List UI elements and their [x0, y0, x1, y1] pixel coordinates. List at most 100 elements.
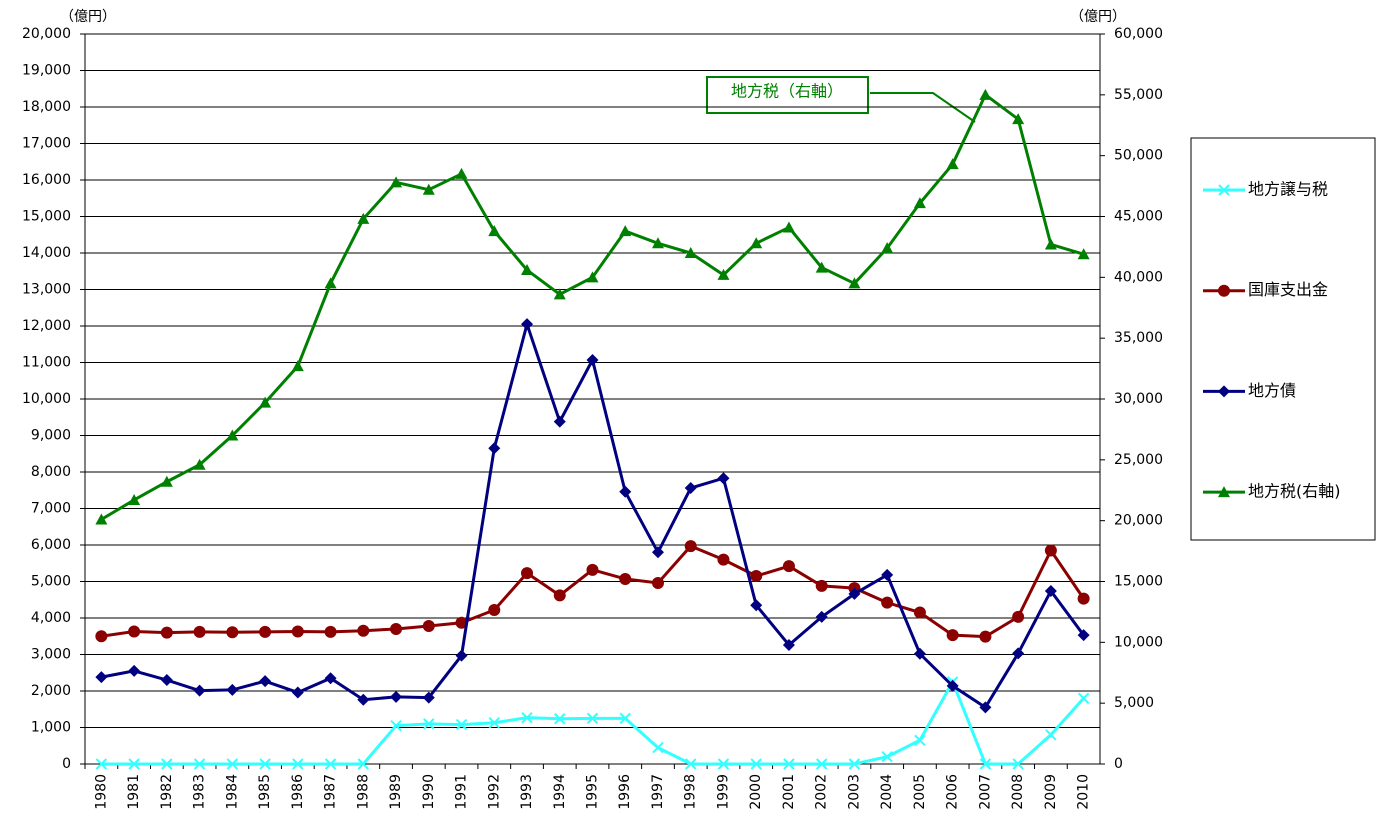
data-point — [1077, 692, 1090, 705]
data-point — [193, 625, 206, 638]
y-tick-label: 17,000 — [22, 136, 71, 152]
data-point — [291, 360, 304, 372]
data-point — [357, 693, 370, 706]
data-point — [782, 639, 795, 652]
data-point — [423, 718, 435, 730]
data-point — [619, 572, 632, 585]
x-tick-label: 1985 — [257, 774, 273, 810]
data-point — [357, 758, 370, 770]
x-tick-label: 2000 — [748, 774, 764, 810]
data-point — [324, 625, 337, 638]
x-tick-label: 1995 — [585, 774, 601, 810]
data-point — [390, 690, 403, 703]
data-point — [848, 758, 861, 770]
x-tick-label: 1980 — [93, 774, 109, 810]
legend-label: 地方税(右軸) — [1248, 482, 1341, 501]
y-tick-label: 8,000 — [31, 464, 71, 480]
data-point — [881, 750, 893, 763]
data-point — [193, 458, 206, 470]
data-point — [750, 570, 763, 583]
x-tick-label: 2007 — [977, 774, 993, 810]
data-point — [259, 625, 272, 638]
data-point — [815, 261, 828, 273]
y2-tick-label: 5,000 — [1114, 695, 1154, 711]
data-point — [553, 415, 566, 428]
y-tick-label: 16,000 — [22, 172, 71, 188]
data-point — [259, 758, 271, 770]
y-tick-label: 1,000 — [31, 720, 71, 736]
data-point — [750, 758, 762, 770]
x-tick-label: 2003 — [846, 774, 862, 810]
data-point — [782, 560, 795, 573]
y-tick-label: 13,000 — [22, 282, 71, 298]
series-line — [101, 678, 1085, 766]
data-point — [652, 741, 664, 754]
data-point — [1077, 629, 1090, 642]
data-point — [160, 626, 173, 639]
legend-label: 国庫支出金 — [1248, 280, 1328, 299]
x-tick-label: 2006 — [945, 774, 961, 810]
data-point — [455, 616, 468, 629]
data-point — [226, 429, 239, 441]
y2-tick-label: 10,000 — [1114, 634, 1163, 650]
data-point — [717, 268, 730, 280]
data-point — [128, 664, 141, 677]
series-line — [101, 318, 1085, 710]
data-point — [586, 353, 599, 366]
legend-label: 地方債 — [1248, 381, 1296, 400]
y-tick-label: 0 — [62, 756, 71, 772]
y-tick-label: 15,000 — [22, 209, 71, 225]
data-point — [521, 711, 533, 724]
data-point — [521, 318, 534, 331]
data-point — [979, 701, 992, 714]
data-point — [782, 221, 795, 233]
data-point — [1012, 113, 1025, 125]
x-tick-label: 1999 — [715, 774, 731, 810]
data-point — [95, 513, 108, 525]
data-point — [292, 758, 304, 770]
x-tick-label: 1998 — [683, 774, 699, 810]
y-tick-label: 6,000 — [31, 537, 71, 553]
data-point — [291, 625, 304, 638]
data-point — [160, 475, 173, 487]
data-point — [128, 758, 140, 770]
data-point — [554, 713, 566, 725]
data-point — [1077, 248, 1090, 260]
data-point — [390, 622, 403, 635]
data-point — [95, 671, 108, 684]
y2-tick-label: 50,000 — [1114, 148, 1163, 164]
x-tick-label: 2009 — [1043, 774, 1059, 810]
y2-tick-label: 60,000 — [1114, 26, 1163, 42]
data-point — [259, 675, 272, 688]
data-point — [324, 277, 337, 289]
data-point — [946, 158, 959, 170]
data-point — [881, 242, 894, 254]
legend-marker — [1218, 486, 1230, 498]
data-point — [979, 758, 992, 770]
x-tick-label: 1992 — [486, 774, 502, 810]
data-point — [553, 589, 566, 602]
data-point — [783, 758, 795, 770]
y-tick-label: 12,000 — [22, 318, 71, 334]
x-tick-label: 1990 — [421, 774, 437, 810]
x-tick-label: 1988 — [355, 774, 371, 810]
y-tick-label: 10,000 — [22, 391, 71, 407]
data-point — [521, 264, 534, 276]
data-point — [979, 88, 992, 100]
annotation: 地方税（右軸） — [731, 82, 843, 101]
data-point — [422, 183, 435, 195]
data-point — [946, 679, 959, 692]
y2-tick-label: 25,000 — [1114, 452, 1163, 468]
series-line — [100, 92, 1085, 521]
data-point — [160, 674, 173, 687]
data-point — [390, 176, 403, 188]
x-tick-label: 1986 — [290, 774, 306, 810]
data-point — [586, 563, 599, 576]
data-point — [1044, 584, 1057, 597]
y-tick-label: 19,000 — [22, 63, 71, 79]
data-point — [1044, 544, 1057, 557]
y2-tick-label: 45,000 — [1114, 209, 1163, 225]
data-point — [848, 587, 861, 600]
data-point — [881, 568, 894, 581]
data-point — [422, 620, 435, 633]
